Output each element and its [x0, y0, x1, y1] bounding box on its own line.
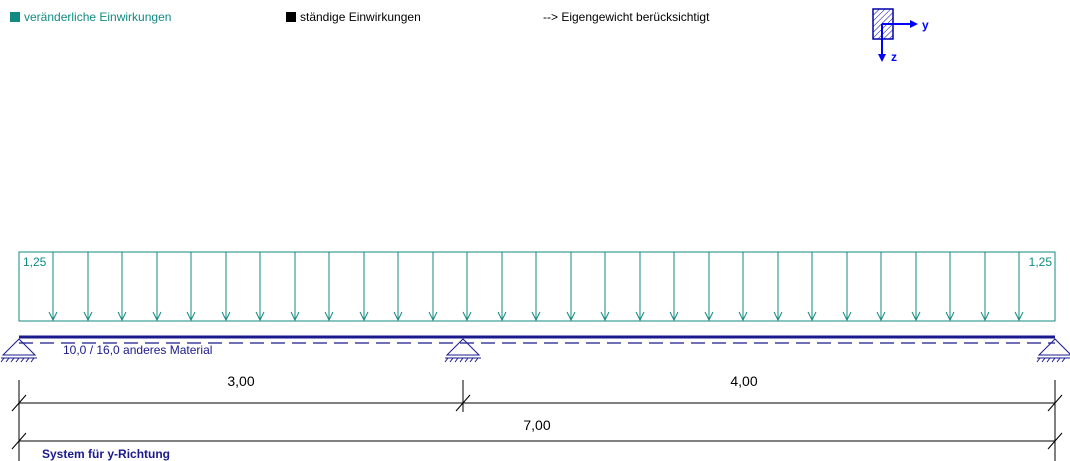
- load-arrow-head: [911, 311, 921, 322]
- z-axis-arrow: [878, 54, 886, 62]
- load-arrow-head: [600, 311, 610, 322]
- load-arrow-head: [152, 311, 162, 322]
- system-caption: System für y-Richtung: [42, 447, 170, 461]
- support-right: [1036, 338, 1070, 363]
- legend-variable-loads: veränderliche Einwirkungen: [10, 10, 171, 24]
- span-dimensions: [11, 380, 1063, 461]
- beam: [19, 335, 1055, 344]
- tick-total-right: [1047, 432, 1063, 450]
- tick-span-left: [11, 394, 27, 412]
- load-arrow-head: [807, 311, 817, 322]
- z-axis-label: z: [891, 50, 897, 64]
- span-2-label: 4,00: [730, 373, 757, 389]
- load-arrow-head: [255, 311, 265, 322]
- load-value-left: 1,25: [23, 255, 47, 269]
- load-arrow-head: [704, 311, 714, 322]
- load-arrow-head: [842, 311, 852, 322]
- load-arrow-head: [117, 311, 127, 322]
- load-arrow-head: [945, 311, 955, 322]
- permanent-load-swatch: [286, 12, 296, 22]
- beam-label: 10,0 / 16,0 anderes Material: [63, 343, 212, 357]
- load-arrow-head: [980, 311, 990, 322]
- load-arrow-head: [324, 311, 334, 322]
- legend-variable-label: veränderliche Einwirkungen: [24, 10, 172, 24]
- load-block: [18, 251, 1056, 322]
- load-arrow-head: [428, 311, 438, 322]
- load-arrow-head: [773, 311, 783, 322]
- load-arrow-head: [221, 311, 231, 322]
- load-arrow-head: [497, 311, 507, 322]
- load-arrow-head: [1014, 311, 1024, 322]
- cross-section-axes-icon: y z: [872, 8, 929, 64]
- load-arrow-head: [290, 311, 300, 322]
- load-arrow-head: [48, 311, 58, 322]
- y-axis-arrow: [910, 20, 918, 28]
- support-middle: [444, 338, 481, 363]
- load-arrow-head: [876, 311, 886, 322]
- variable-load-swatch: [10, 12, 20, 22]
- support-left: [0, 338, 37, 363]
- total-dimension: [11, 432, 1063, 450]
- tick-span-right: [1047, 394, 1063, 412]
- load-arrow-head: [531, 311, 541, 322]
- tick-total-left: [11, 432, 27, 450]
- load-arrow-head: [635, 311, 645, 322]
- load-arrow-head: [462, 311, 472, 322]
- load-arrow-head: [83, 311, 93, 322]
- legend-self-weight-label: --> Eigengewicht berücksichtigt: [543, 10, 710, 24]
- load-value-right: 1,25: [1029, 255, 1053, 269]
- span-1-label: 3,00: [227, 373, 254, 389]
- legend-permanent-label: ständige Einwirkungen: [300, 10, 421, 24]
- load-arrows: [48, 252, 1024, 322]
- legend-permanent-loads: ständige Einwirkungen: [286, 10, 421, 24]
- load-arrow-head: [359, 311, 369, 322]
- y-axis-label: y: [922, 18, 929, 32]
- legend-self-weight: --> Eigengewicht berücksichtigt: [543, 10, 709, 24]
- load-arrow-head: [186, 311, 196, 322]
- load-arrow-head: [669, 311, 679, 322]
- load-arrow-head: [738, 311, 748, 322]
- total-length-label: 7,00: [523, 417, 550, 433]
- load-arrow-head: [566, 311, 576, 322]
- load-arrow-head: [393, 311, 403, 322]
- tick-span-middle: [455, 394, 471, 412]
- distributed-load: [18, 251, 1056, 322]
